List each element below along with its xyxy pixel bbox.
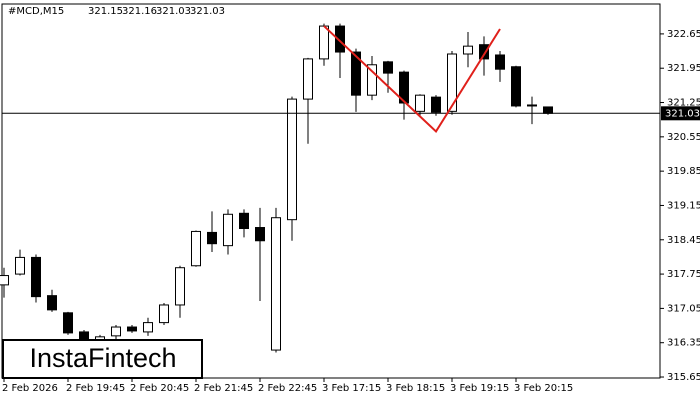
logo-box — [2, 339, 203, 379]
candle-body — [415, 94, 425, 112]
candle-body — [111, 326, 121, 337]
candle-body — [191, 230, 201, 267]
candle-body — [79, 331, 89, 341]
candle-body — [447, 53, 457, 112]
candle-body — [431, 96, 441, 113]
candle-body — [47, 295, 57, 311]
x-tick-label: 2 Feb 20:45 — [130, 383, 189, 394]
candle-body — [543, 106, 553, 114]
ohlc-values: 321.15 321.16 321.03 321.03 — [88, 6, 225, 17]
y-tick-label: 320.55 — [667, 132, 700, 143]
candle-body — [479, 44, 489, 60]
candle-body — [255, 227, 265, 242]
y-tick-label: 316.35 — [667, 338, 700, 349]
candle-body — [495, 54, 505, 70]
logo: InstaFintech — [29, 343, 176, 373]
candle-body — [511, 66, 521, 107]
x-tick-label: 2 Feb 21:45 — [194, 383, 253, 394]
x-tick-label: 2 Feb 22:45 — [258, 383, 317, 394]
symbol: #MCD,M15 — [8, 6, 64, 17]
candle-body — [463, 45, 473, 55]
candle-body — [15, 256, 25, 275]
x-tick-label: 2 Feb 2026 — [2, 383, 58, 394]
candle-body — [399, 71, 409, 104]
current-price-box — [661, 106, 700, 121]
ohlc-value: 321.03 — [190, 6, 225, 17]
y-tick-label: 317.05 — [667, 303, 700, 314]
candle-body — [63, 312, 73, 334]
candle-body — [319, 25, 329, 60]
candle-body — [335, 25, 345, 53]
plot-frame — [1, 3, 661, 379]
y-tick-label: 319.15 — [667, 200, 700, 211]
y-tick-label: 317.75 — [667, 269, 700, 280]
candle-body — [303, 58, 313, 100]
candle-body — [0, 275, 9, 286]
x-tick-label: 2 Feb 19:45 — [66, 383, 125, 394]
y-tick-label: 318.45 — [667, 235, 700, 246]
candle-body — [207, 231, 217, 245]
candle-body — [143, 322, 153, 333]
candle-body — [127, 326, 137, 332]
candle-body — [159, 304, 169, 324]
candle-body — [367, 64, 377, 96]
pattern-line — [323, 25, 501, 134]
ohlc-value: 321.15 — [88, 6, 123, 17]
candle-body — [175, 267, 185, 306]
y-tick-label: 319.85 — [667, 166, 700, 177]
candle-body — [527, 104, 537, 107]
candle-body — [31, 256, 41, 298]
y-tick-label: 322.65 — [667, 29, 700, 40]
candle-body — [223, 213, 233, 247]
y-tick-label: 315.65 — [667, 372, 700, 383]
y-tick-label: 321.95 — [667, 63, 700, 74]
marks — [0, 23, 553, 353]
x-tick-label: 3 Feb 17:15 — [322, 383, 381, 394]
x-tick-label: 3 Feb 18:15 — [386, 383, 445, 394]
candle-body — [271, 217, 281, 351]
current-price-label: 321.03 — [665, 108, 700, 119]
x-tick-label: 3 Feb 19:15 — [450, 383, 509, 394]
candle-body — [383, 61, 393, 74]
y-tick-label: 321.25 — [667, 98, 700, 109]
ohlc-value: 321.16 — [122, 6, 157, 17]
candle-body — [287, 98, 297, 221]
ohlc-value: 321.03 — [156, 6, 191, 17]
candle-body — [239, 212, 249, 229]
candle-body — [351, 51, 361, 96]
x-tick-label: 3 Feb 20:15 — [514, 383, 573, 394]
